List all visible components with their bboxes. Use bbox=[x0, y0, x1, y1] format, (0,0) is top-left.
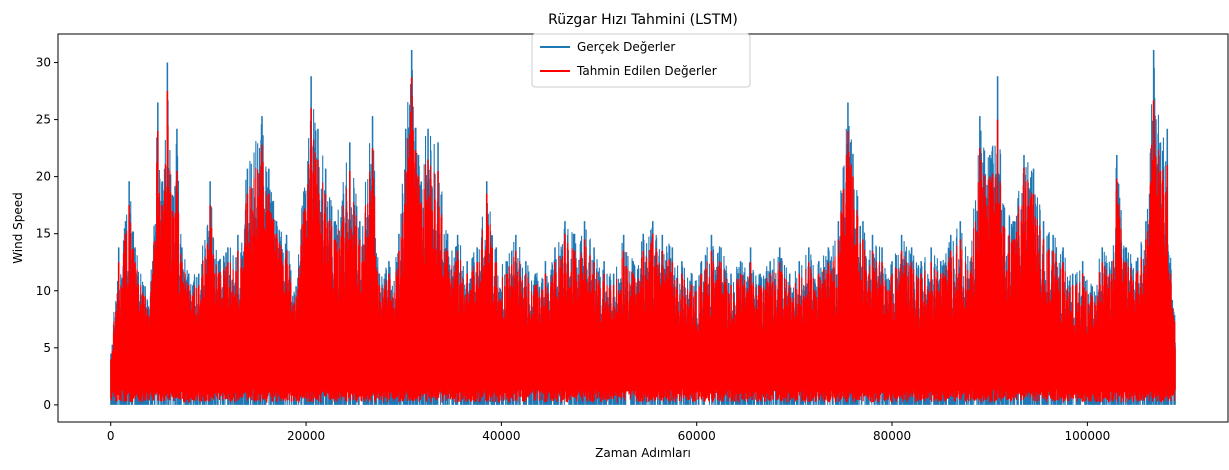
y-tick-label: 30 bbox=[36, 56, 51, 70]
y-axis-label: Wind Speed bbox=[11, 192, 25, 264]
x-tick-label: 40000 bbox=[482, 429, 520, 443]
x-axis-label: Zaman Adımları bbox=[595, 446, 691, 460]
y-tick-label: 15 bbox=[36, 227, 51, 241]
x-tick-label: 80000 bbox=[873, 429, 911, 443]
y-tick-label: 0 bbox=[43, 398, 51, 412]
y-tick-label: 10 bbox=[36, 284, 51, 298]
y-tick-label: 20 bbox=[36, 170, 51, 184]
y-axis: 0 5 10 15 20 25 30 bbox=[36, 56, 58, 412]
x-tick-label: 20000 bbox=[287, 429, 325, 443]
x-tick-label: 0 bbox=[107, 429, 115, 443]
chart-title: Rüzgar Hızı Tahmini (LSTM) bbox=[548, 12, 738, 28]
x-tick-label: 60000 bbox=[678, 429, 716, 443]
legend-box bbox=[531, 33, 751, 88]
y-tick-label: 25 bbox=[36, 113, 51, 127]
x-tick-label: 100000 bbox=[1064, 429, 1110, 443]
legend-label-predicted: Tahmin Edilen Değerler bbox=[576, 64, 717, 78]
y-tick-label: 5 bbox=[43, 341, 51, 355]
x-axis: 0 20000 40000 60000 80000 100000 bbox=[107, 422, 1110, 443]
legend-label-actual: Gerçek Değerler bbox=[577, 40, 675, 54]
series-line-predicted bbox=[110, 77, 1176, 403]
legend: Gerçek Değerler Tahmin Edilen Değerler bbox=[531, 33, 751, 88]
series-layer bbox=[110, 49, 1176, 405]
